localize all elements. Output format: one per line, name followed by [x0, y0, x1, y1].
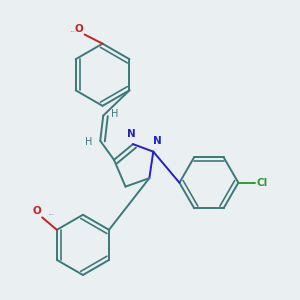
Text: O: O: [33, 206, 41, 216]
Text: H: H: [85, 137, 92, 147]
Text: methoxy: methoxy: [71, 31, 77, 32]
Text: Cl: Cl: [256, 178, 268, 188]
Text: O: O: [75, 24, 84, 34]
Text: methoxy: methoxy: [49, 214, 56, 215]
Text: N: N: [153, 136, 162, 146]
Text: H: H: [111, 109, 119, 119]
Text: N: N: [127, 129, 136, 139]
